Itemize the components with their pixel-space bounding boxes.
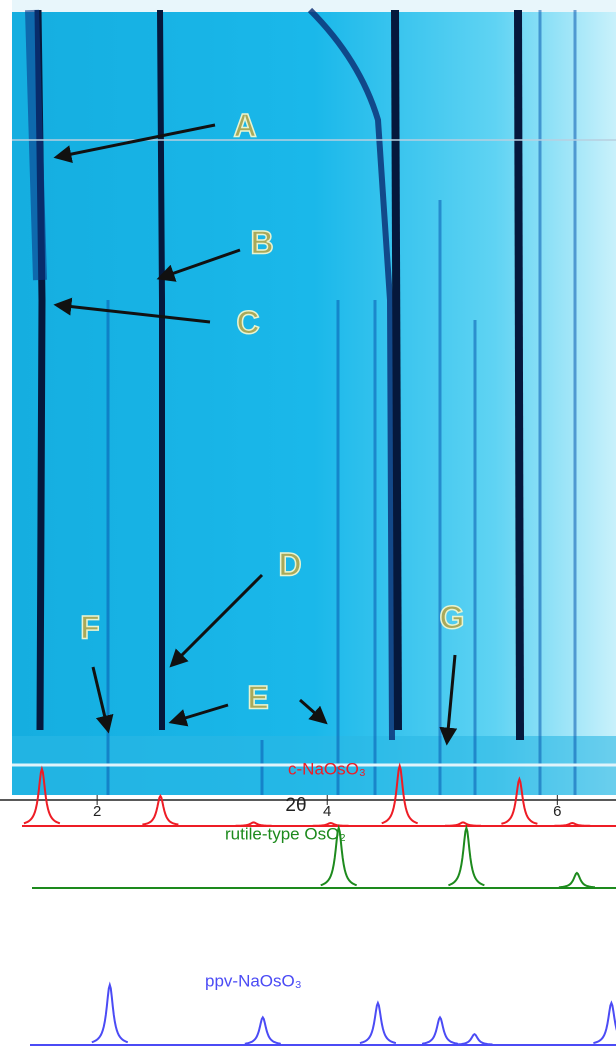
- annotation-label: E: [247, 679, 268, 715]
- x-tick-label: 2: [93, 803, 101, 820]
- peak: [448, 824, 485, 887]
- annotation-arrow: [53, 123, 216, 163]
- diffraction-image: [12, 0, 616, 795]
- series-label: rutile-type OsO₂: [225, 824, 346, 843]
- annotation-arrow: [91, 666, 114, 734]
- peak: [501, 776, 538, 825]
- peak: [445, 821, 481, 827]
- x-tick-label: 6: [553, 803, 561, 820]
- peak: [312, 821, 349, 827]
- peak: [554, 821, 591, 827]
- peak: [456, 1033, 493, 1046]
- peak: [91, 981, 129, 1044]
- series-label: ppv-NaOsO₃: [205, 971, 302, 990]
- annotation-arrow: [156, 248, 241, 282]
- annotation-label: F: [80, 609, 100, 645]
- peak: [381, 762, 418, 825]
- peak: [244, 1015, 281, 1045]
- annotation-label: A: [233, 107, 256, 143]
- annotation-arrow: [299, 698, 328, 725]
- peak: [23, 765, 61, 825]
- series-label: c-NaOsO₃: [288, 759, 366, 778]
- annotation-label: G: [440, 599, 465, 635]
- peak: [320, 824, 357, 887]
- annotation-arrow: [53, 297, 211, 324]
- annotation-arrow: [168, 703, 229, 727]
- annotation-label: B: [250, 224, 273, 260]
- annotation-arrow: [169, 573, 264, 668]
- peak: [558, 871, 595, 889]
- annotation-label: C: [236, 304, 259, 340]
- peak: [142, 793, 179, 826]
- annotation-arrow: [439, 654, 458, 746]
- peak: [235, 821, 272, 827]
- peak: [593, 1000, 616, 1044]
- annotation-label: D: [278, 546, 301, 582]
- peak: [421, 1015, 459, 1045]
- x-axis-label: 2θ: [285, 795, 306, 816]
- peak: [359, 1000, 397, 1044]
- x-tick-label: 4: [323, 803, 331, 820]
